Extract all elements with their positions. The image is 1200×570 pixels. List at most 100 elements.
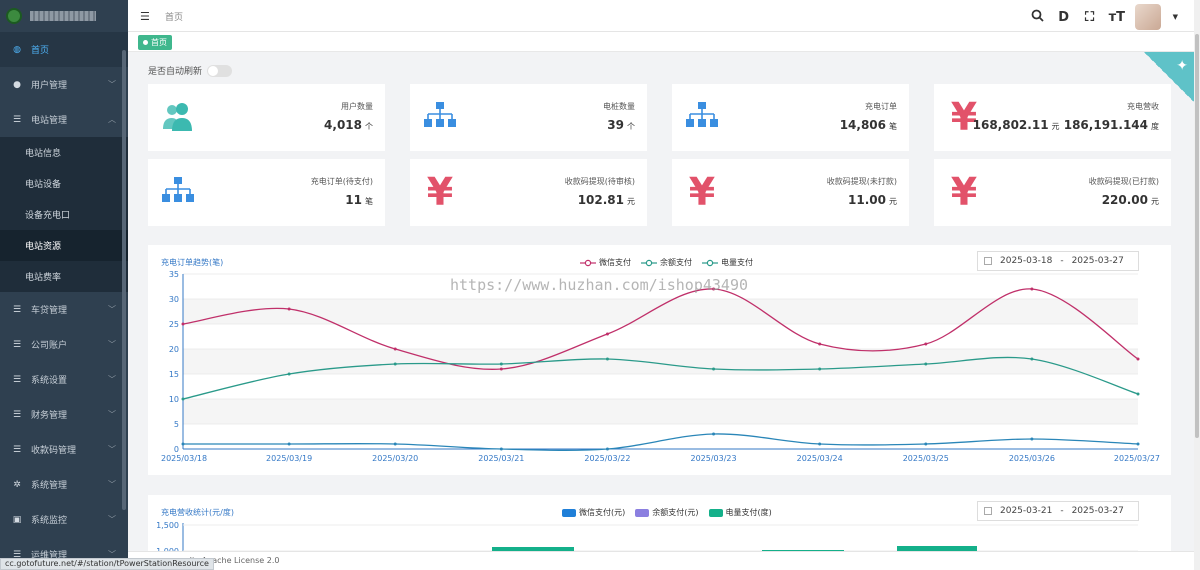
- sidebar-item[interactable]: ◍ 首页: [0, 32, 128, 67]
- data-point[interactable]: [181, 397, 185, 401]
- x-tick-label: 2025/03/21: [478, 454, 524, 463]
- data-point[interactable]: [712, 287, 716, 291]
- data-point[interactable]: [181, 442, 185, 446]
- data-point[interactable]: [287, 442, 291, 446]
- data-point[interactable]: [1136, 392, 1140, 396]
- sidebar-item[interactable]: ✲ 系统管理 ﹀: [0, 467, 128, 502]
- data-point[interactable]: [818, 442, 822, 446]
- data-point[interactable]: [1030, 437, 1034, 441]
- data-point[interactable]: [499, 367, 503, 371]
- data-point[interactable]: [1136, 357, 1140, 361]
- x-tick-label: 2025/03/27: [1114, 454, 1160, 463]
- data-point[interactable]: [924, 342, 928, 346]
- stat-value: 102.81: [577, 193, 624, 207]
- data-point[interactable]: [605, 357, 609, 361]
- y-tick-label: 5: [174, 420, 179, 429]
- data-point[interactable]: [818, 342, 822, 346]
- data-point[interactable]: [712, 367, 716, 371]
- menu-toggle-icon[interactable]: ☰: [140, 10, 150, 23]
- stat-card: ¥ 收款码提现(待审核) 102.81 元: [410, 159, 647, 226]
- data-point[interactable]: [605, 447, 609, 451]
- legend-item[interactable]: 电量支付(度): [708, 507, 772, 518]
- sidebar-item[interactable]: ☰ 公司账户 ﹀: [0, 327, 128, 362]
- legend-swatch: [635, 508, 650, 517]
- data-point[interactable]: [1030, 287, 1034, 291]
- fullscreen-icon[interactable]: ⛶: [1085, 9, 1095, 25]
- page-scrollbar[interactable]: [1194, 0, 1200, 570]
- topbar: ☰ 首页 D ⛶ тT ▼: [128, 0, 1200, 32]
- x-tick-label: 2025/03/25: [903, 454, 949, 463]
- yen-icon: ¥: [688, 170, 716, 214]
- legend-label: 微信支付: [599, 258, 631, 267]
- search-icon[interactable]: [1031, 9, 1045, 26]
- data-point[interactable]: [924, 442, 928, 446]
- font-size-icon[interactable]: тT: [1108, 9, 1126, 25]
- data-point[interactable]: [818, 367, 822, 371]
- sidebar-item[interactable]: ▣ 系统监控 ﹀: [0, 502, 128, 537]
- sidebar-scrollbar[interactable]: [122, 50, 126, 510]
- chevron-down-icon: ﹀: [108, 305, 116, 314]
- data-point[interactable]: [393, 442, 397, 446]
- auto-refresh-toggle[interactable]: [207, 64, 233, 77]
- sidebar-subitem[interactable]: 电站费率: [0, 261, 128, 292]
- date-sep: -: [1060, 506, 1064, 516]
- tab-home[interactable]: 首页: [138, 35, 172, 50]
- sidebar-item[interactable]: ● 用户管理 ﹀: [0, 67, 128, 102]
- sidebar-subitem[interactable]: 电站设备: [0, 168, 128, 199]
- legend-item[interactable]: 微信支付: [580, 257, 631, 268]
- auto-refresh-label: 是否自动刷新: [148, 67, 203, 77]
- dashboard-icon: ◍: [13, 44, 21, 55]
- sidebar-subitem[interactable]: 电站资源: [0, 230, 128, 261]
- legend-item[interactable]: 微信支付(元): [562, 507, 625, 518]
- chevron-down-icon: ﹀: [108, 340, 116, 349]
- legend-item[interactable]: 余额支付: [641, 257, 692, 268]
- sidebar-item[interactable]: ☰ 收款码管理 ﹀: [0, 432, 128, 467]
- data-point[interactable]: [287, 372, 291, 376]
- legend-item[interactable]: 余额支付(元): [635, 507, 699, 518]
- avatar[interactable]: [1134, 4, 1161, 30]
- users-icon: [163, 103, 192, 131]
- date-range-picker[interactable]: 2025-03-18 - 2025-03-27: [977, 251, 1139, 271]
- calendar-icon: [984, 257, 992, 265]
- data-point[interactable]: [605, 332, 609, 336]
- stat-value: 11.00: [848, 193, 886, 207]
- app-logo[interactable]: [0, 0, 128, 32]
- data-point[interactable]: [393, 347, 397, 351]
- data-point[interactable]: [393, 362, 397, 366]
- calendar-icon: [984, 507, 992, 515]
- document-icon[interactable]: D: [1058, 9, 1069, 25]
- sidebar-item[interactable]: ☰ 车贷管理 ﹀: [0, 292, 128, 327]
- stat-value: 4,018: [324, 118, 362, 132]
- data-point[interactable]: [1030, 357, 1034, 361]
- stat-unit-2: 度: [1151, 122, 1159, 131]
- stat-unit: 元: [1051, 122, 1060, 131]
- sidebar-item[interactable]: ☰ 电站管理 ︿: [0, 102, 128, 137]
- data-point[interactable]: [924, 362, 928, 366]
- sidebar-item[interactable]: ☰ 系统设置 ﹀: [0, 362, 128, 397]
- legend-item[interactable]: 电量支付: [702, 257, 753, 268]
- date-range-picker[interactable]: 2025-03-21 - 2025-03-27: [977, 501, 1139, 521]
- sidebar-subitem[interactable]: 设备充电口: [0, 199, 128, 230]
- stat-value-row: 11 笔: [345, 193, 373, 207]
- stat-value-2: 186,191.144: [1063, 118, 1148, 132]
- data-point[interactable]: [499, 362, 503, 366]
- sidebar-item[interactable]: ☰ 财务管理 ﹀: [0, 397, 128, 432]
- order-trend-panel: 充电订单趋势(笔) 微信支付 余额支付 电量支付 2025-03-18 - 2025…: [148, 245, 1171, 475]
- sidebar-menu: ◍ 首页 ● 用户管理 ﹀ ☰ 电站管理 ︿ 电站信息 电站设备 设备充电口 电站资源 电站费率 ☰ 车贷管…: [0, 32, 128, 570]
- chevron-down-icon[interactable]: ▼: [1172, 13, 1178, 21]
- data-point[interactable]: [1136, 442, 1140, 446]
- data-point[interactable]: [181, 322, 185, 326]
- x-tick-label: 2025/03/18: [161, 454, 207, 463]
- sidebar-subitem[interactable]: 电站信息: [0, 137, 128, 168]
- stat-title: 用户数量: [341, 102, 373, 111]
- data-point[interactable]: [712, 432, 716, 436]
- sidebar-item[interactable]: ☰ 运维管理 ﹀: [0, 537, 128, 570]
- y-tick-label: 20: [169, 345, 179, 354]
- stat-title: 收款码提现(未打款): [826, 177, 897, 186]
- y-tick-label: 0: [174, 445, 179, 454]
- data-point[interactable]: [287, 307, 291, 311]
- data-point[interactable]: [499, 447, 503, 451]
- date-start: 2025-03-21: [1000, 506, 1053, 516]
- chart-title: 充电订单趋势(笔): [161, 258, 224, 267]
- date-end: 2025-03-27: [1071, 506, 1124, 516]
